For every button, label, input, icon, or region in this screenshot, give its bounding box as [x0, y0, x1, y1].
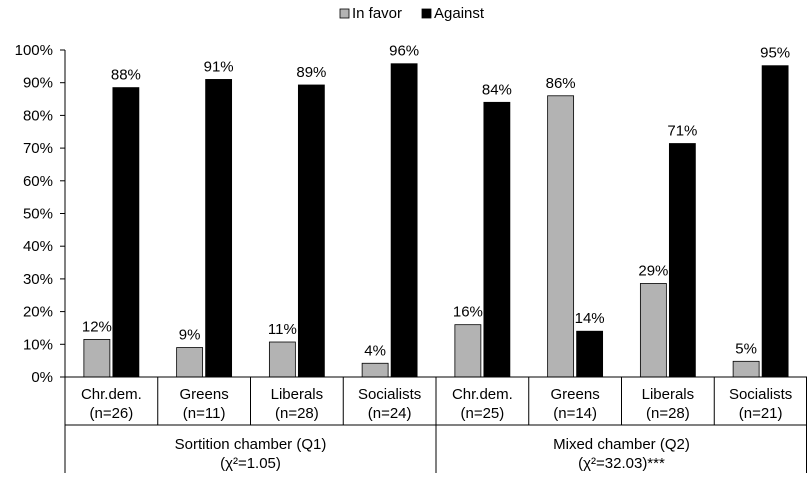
data-label-in-favor: 4%	[364, 342, 386, 359]
legend: In favor Against	[339, 5, 485, 22]
data-label-in-favor: 29%	[638, 262, 668, 279]
legend-label: Against	[434, 5, 485, 22]
category-n-label: (n=21)	[739, 405, 783, 422]
y-tick-label: 30%	[23, 271, 53, 288]
y-tick-label: 60%	[23, 173, 53, 190]
category-label: Greens	[180, 386, 229, 403]
legend-swatch-against	[421, 8, 432, 19]
category-label: Greens	[551, 386, 600, 403]
category-label: Chr.dem.	[81, 386, 142, 403]
bars	[83, 63, 789, 378]
category-label: Liberals	[271, 386, 324, 403]
data-labels: 12% 88% 9% 91% 11% 89% 4% 96% 16% 84% 86% 14% 29% 71%…	[82, 43, 790, 360]
category-label: Liberals	[642, 386, 695, 403]
bar-in-favor	[454, 324, 482, 378]
legend-swatch-in-favor	[339, 8, 350, 19]
bar-against	[297, 84, 325, 378]
x-axis: Chr.dem. (n=26) Greens (n=11) Liberals (n=28)…	[64, 376, 807, 473]
category-label: Chr.dem.	[452, 386, 513, 403]
bar-in-favor	[361, 362, 389, 378]
category-n-label: (n=28)	[275, 405, 319, 422]
category-n-label: (n=26)	[89, 405, 133, 422]
bar-against	[761, 65, 789, 378]
category-n-label: (n=24)	[368, 405, 412, 422]
bar-in-favor	[268, 341, 296, 378]
bar-against	[390, 63, 418, 378]
y-tick-label: 10%	[23, 336, 53, 353]
bar-against	[576, 330, 604, 378]
data-label-against: 95%	[760, 45, 790, 62]
bar-against	[112, 87, 140, 378]
data-label-in-favor: 86%	[546, 75, 576, 92]
data-label-against: 84%	[482, 81, 512, 98]
y-tick-label: 100%	[15, 42, 53, 59]
bar-against	[205, 79, 233, 378]
data-label-against: 88%	[111, 67, 141, 84]
data-label-against: 14%	[575, 310, 605, 327]
group-stat-label: (χ²=32.03)***	[578, 455, 665, 472]
data-label-against: 91%	[204, 58, 234, 75]
data-label-against: 89%	[296, 64, 326, 81]
data-label-in-favor: 11%	[268, 321, 297, 338]
y-tick-label: 50%	[23, 206, 53, 223]
category-n-label: (n=14)	[553, 405, 597, 422]
data-label-in-favor: 5%	[735, 340, 757, 357]
category-label: Socialists	[358, 386, 421, 403]
group-label: Mixed chamber (Q2)	[553, 436, 690, 453]
y-tick-label: 90%	[23, 75, 53, 92]
y-tick-label: 0%	[31, 369, 53, 386]
data-label-in-favor: 12%	[82, 318, 112, 335]
group-stat-label: (χ²=1.05)	[220, 455, 281, 472]
bar-in-favor	[176, 347, 204, 378]
bar-in-favor	[639, 283, 667, 378]
y-axis: 0% 10% 20% 30% 40% 50% 60% 70% 80% 90% 100%	[15, 42, 66, 386]
category-n-label: (n=28)	[646, 405, 690, 422]
data-label-in-favor: 9%	[179, 327, 201, 344]
bar-in-favor	[547, 95, 575, 378]
data-label-against: 96%	[389, 43, 419, 60]
group-label: Sortition chamber (Q1)	[175, 436, 327, 453]
bar-against	[668, 143, 696, 378]
category-n-label: (n=25)	[460, 405, 504, 422]
category-n-label: (n=11)	[183, 405, 226, 422]
data-label-in-favor: 16%	[453, 304, 483, 321]
y-tick-label: 40%	[23, 238, 53, 255]
bar-in-favor	[83, 338, 111, 378]
data-label-against: 71%	[667, 123, 697, 140]
y-tick-label: 20%	[23, 304, 53, 321]
bar-against	[483, 101, 511, 378]
legend-label: In favor	[352, 5, 402, 22]
category-label: Socialists	[729, 386, 792, 403]
bar-in-favor	[732, 360, 760, 378]
y-tick-label: 70%	[23, 140, 53, 157]
y-tick-label: 80%	[23, 107, 53, 124]
